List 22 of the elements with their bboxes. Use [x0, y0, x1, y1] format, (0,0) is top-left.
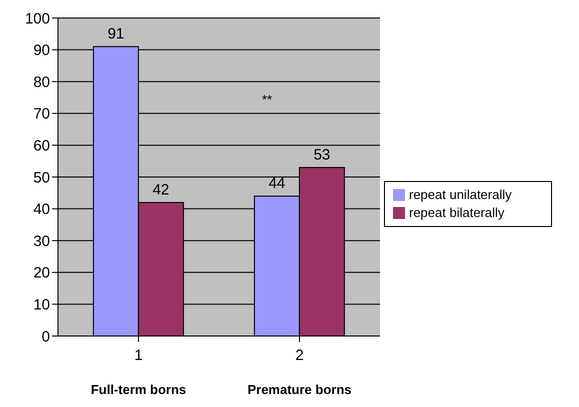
y-tick-label: 0 [42, 328, 50, 346]
text: Premature borns [247, 382, 352, 397]
y-tick-label: 60 [33, 138, 50, 155]
y-tick-label: 40 [33, 201, 50, 218]
y-tick-label: 50 [33, 169, 50, 186]
x-tick-label: 2 [295, 347, 304, 364]
text: Full-term borns [90, 382, 186, 397]
y-tick-label: 100 [24, 10, 50, 28]
y-tick-label: 90 [33, 42, 50, 60]
y-tick-label: 10 [33, 296, 50, 314]
data-label: 44 [268, 175, 286, 192]
data-label: 53 [314, 146, 330, 164]
legend-label: repeat bilaterally [409, 204, 504, 220]
legend-label: repeat unilaterally [409, 186, 512, 202]
annotation: ** [262, 92, 272, 107]
data-label: 42 [152, 181, 170, 198]
data-label: 91 [108, 26, 124, 43]
y-tick-label: 20 [33, 264, 50, 282]
y-tick-label: 80 [33, 74, 50, 91]
y-tick-label: 70 [33, 106, 50, 123]
y-tick-label: 30 [33, 232, 50, 250]
x-tick-label: 1 [134, 347, 143, 364]
